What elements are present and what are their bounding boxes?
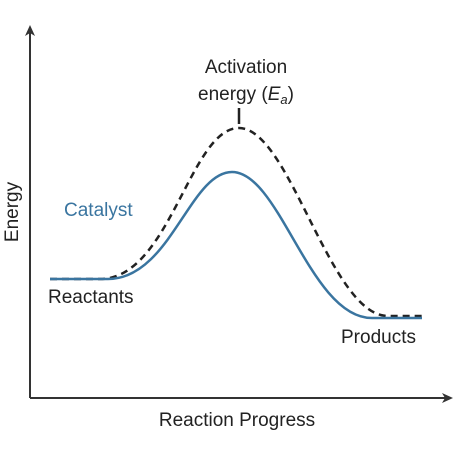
activation-energy-label-line1: Activation	[205, 57, 287, 78]
activation-energy-subscript: a	[280, 92, 287, 107]
y-axis-label: Energy	[2, 181, 23, 242]
activation-energy-label-line2: energy (Ea)	[198, 84, 294, 107]
activation-energy-suffix: )	[288, 84, 294, 105]
activation-energy-symbol: E	[268, 84, 281, 105]
products-label: Products	[341, 327, 416, 348]
activation-energy-prefix: energy (	[198, 84, 268, 105]
uncatalyzed-curve	[50, 126, 422, 318]
catalyzed-curve	[50, 170, 422, 320]
reactants-label: Reactants	[48, 287, 134, 308]
catalyst-label: Catalyst	[64, 200, 133, 221]
x-axis-label: Reaction Progress	[159, 410, 315, 431]
